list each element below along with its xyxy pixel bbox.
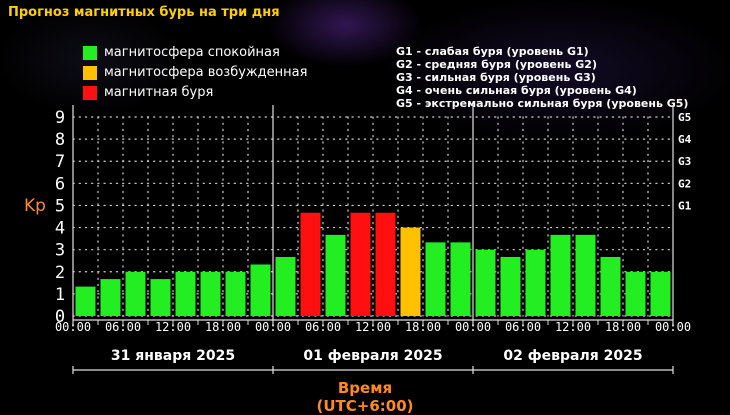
x-axis-label: Время (UTC+6:00) [316, 379, 414, 415]
day-label: 01 февраля 2025 [303, 348, 442, 364]
legend-swatch-quiet [83, 46, 97, 60]
g-level-label: G2 [678, 177, 691, 190]
kp-bar [250, 264, 271, 316]
storm-level-g4: G4 - очень сильная буря (уровень G4) [396, 84, 637, 97]
x-tick-label: 18:00 [405, 320, 441, 334]
y-tick-label: 8 [55, 130, 65, 150]
day-label: 02 февраля 2025 [503, 348, 642, 364]
y-axis-label: Kp [24, 196, 46, 216]
y-tick-label: 5 [55, 196, 65, 216]
kp-bar [625, 271, 646, 316]
page-title: Прогноз магнитных бурь на три дня [8, 5, 280, 20]
kp-bar [525, 249, 546, 316]
kp-bar [650, 271, 671, 316]
kp-bar [325, 234, 346, 316]
y-tick-label: 3 [55, 241, 65, 261]
x-tick-label: 18:00 [605, 320, 641, 334]
kp-bar [375, 212, 396, 316]
x-tick-label: 06:00 [505, 320, 541, 334]
y-tick-label: 1 [55, 285, 65, 305]
g-level-label: G3 [678, 155, 691, 168]
y-tick-label: 2 [55, 263, 65, 283]
x-tick-label: 18:00 [205, 320, 241, 334]
y-tick-label: 0 [55, 307, 65, 327]
kp-bar [300, 212, 321, 316]
storm-level-legend: G1 - слабая буря (уровень G1) G2 - средн… [396, 45, 688, 110]
y-tick-label: 6 [55, 174, 65, 194]
legend-label-quiet: магнитосфера спокойная [104, 45, 280, 60]
legend-label-excited: магнитосфера возбужденная [104, 65, 308, 80]
kp-bar [425, 242, 446, 316]
storm-level-g1: G1 - слабая буря (уровень G1) [396, 45, 589, 58]
g-level-label: G4 [678, 133, 692, 146]
kp-bar [550, 234, 571, 316]
x-tick-label: 06:00 [305, 320, 341, 334]
kp-bar [100, 279, 121, 316]
kp-bar [575, 234, 596, 316]
kp-bar [600, 256, 621, 316]
legend-label-storm: магнитная буря [104, 85, 214, 100]
kp-bar [150, 279, 171, 316]
kp-bar [175, 271, 196, 316]
kp-bar [225, 271, 246, 316]
legend-swatch-storm [83, 86, 97, 100]
x-tick-label: 06:00 [105, 320, 141, 334]
x-tick-label: 00:00 [455, 320, 491, 334]
g-level-label: G1 [678, 199, 692, 212]
x-tick-label: 12:00 [155, 320, 191, 334]
g-level-label: G5 [678, 111, 691, 124]
kp-bar [200, 271, 221, 316]
x-tick-label: 00:00 [255, 320, 291, 334]
kp-bar [275, 256, 296, 316]
kp-bar [500, 256, 521, 316]
kp-bar [450, 242, 471, 316]
storm-level-g3: G3 - сильная буря (уровень G3) [396, 71, 596, 84]
x-tick-label: 12:00 [555, 320, 591, 334]
y-tick-label: 7 [55, 152, 65, 172]
y-tick-label: 9 [55, 108, 65, 128]
kp-bar [475, 249, 496, 316]
x-tick-label: 12:00 [355, 320, 391, 334]
x-tick-label: 00:00 [655, 320, 691, 334]
kp-bar [400, 227, 421, 316]
storm-level-g5: G5 - экстремально сильная буря (уровень … [396, 97, 689, 110]
x-tick-label: 00:00 [55, 320, 91, 334]
kp-bar [75, 286, 96, 316]
day-label: 31 января 2025 [111, 348, 235, 364]
legend-swatch-excited [83, 66, 97, 80]
storm-level-g2: G2 - средняя буря (уровень G2) [396, 58, 597, 71]
kp-bar [125, 271, 146, 316]
y-tick-label: 4 [55, 219, 65, 239]
kp-bar [350, 212, 371, 316]
